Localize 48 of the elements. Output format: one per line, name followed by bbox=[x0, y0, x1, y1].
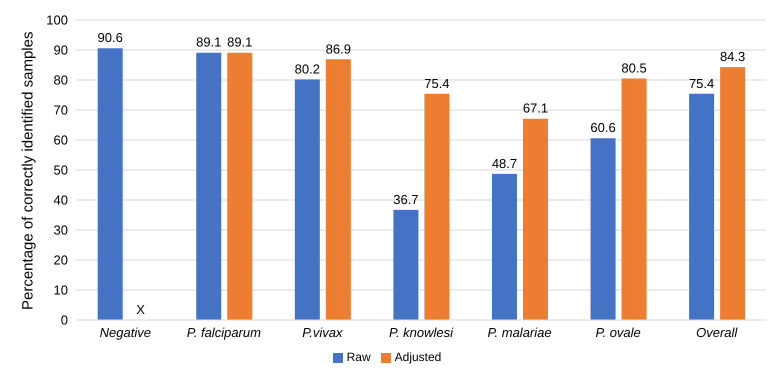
data-label: 89.1 bbox=[196, 34, 222, 50]
data-label: 89.1 bbox=[227, 34, 252, 50]
legend-label: Adjusted bbox=[394, 350, 442, 364]
y-tick-label: 20 bbox=[54, 252, 68, 268]
data-label: 60.6 bbox=[590, 120, 616, 136]
data-label: 48.7 bbox=[492, 156, 518, 171]
bar bbox=[326, 59, 351, 320]
bar bbox=[622, 78, 647, 320]
bar bbox=[689, 94, 714, 320]
x-tick-label: P. falciparum bbox=[186, 325, 262, 340]
bar bbox=[196, 52, 222, 320]
x-tick-label: P. malariae bbox=[488, 325, 552, 340]
bar bbox=[720, 67, 746, 320]
data-label: 75.4 bbox=[424, 76, 450, 91]
bar bbox=[98, 48, 123, 320]
x-tick-label: Overall bbox=[696, 325, 738, 340]
y-tick-label: 90 bbox=[54, 42, 68, 58]
data-label: 84.3 bbox=[720, 49, 746, 64]
y-tick-label: 40 bbox=[54, 192, 68, 208]
data-label: 75.4 bbox=[688, 76, 714, 91]
y-tick-label: 70 bbox=[54, 102, 68, 118]
data-label: 67.1 bbox=[522, 100, 548, 116]
y-tick-label: 50 bbox=[54, 162, 68, 178]
bar bbox=[590, 138, 616, 320]
x-tick-label: P.vivax bbox=[302, 325, 344, 340]
bar bbox=[424, 94, 450, 320]
x-tick-label: Negative bbox=[100, 325, 151, 340]
data-label: 80.2 bbox=[294, 61, 320, 76]
y-tick-label: 0 bbox=[60, 312, 68, 328]
bar bbox=[522, 118, 548, 320]
y-tick-label: 80 bbox=[54, 72, 68, 88]
x-tick-label: P. knowlesi bbox=[388, 325, 454, 340]
y-tick-label: 30 bbox=[54, 222, 68, 238]
bar bbox=[492, 174, 517, 320]
bar bbox=[393, 210, 418, 320]
bar bbox=[227, 52, 252, 320]
data-label: 80.5 bbox=[621, 60, 647, 76]
legend-label: Raw bbox=[346, 350, 371, 364]
y-tick-label: 60 bbox=[54, 132, 68, 148]
bar bbox=[294, 79, 320, 320]
x-tick-label: P. ovale bbox=[595, 325, 641, 340]
data-label: 36.7 bbox=[393, 192, 419, 207]
y-axis-title: Percentage of correctly identified samples bbox=[19, 32, 36, 310]
y-tick-label: 100 bbox=[46, 12, 68, 28]
data-label: 90.6 bbox=[98, 30, 123, 46]
y-tick-label: 10 bbox=[54, 282, 68, 298]
text: X bbox=[136, 302, 145, 317]
data-label: 86.9 bbox=[326, 41, 351, 56]
